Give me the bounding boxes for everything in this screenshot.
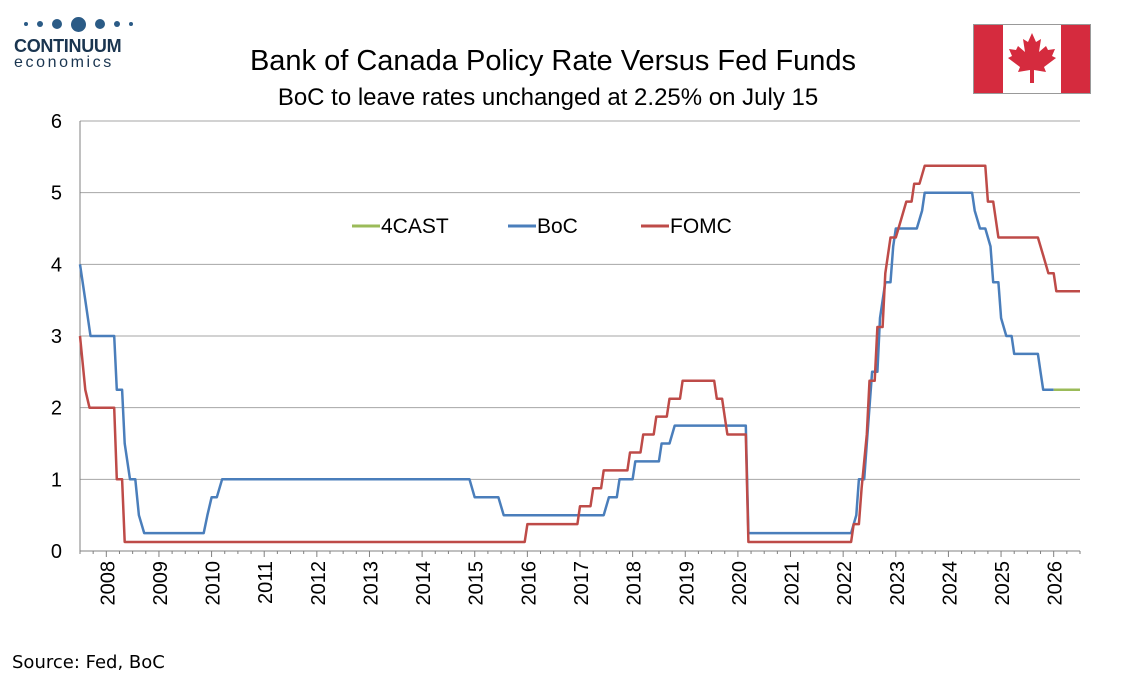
continuum-logo: CONTINUUM economics (14, 14, 134, 72)
x-tick-label: 2015 (466, 561, 488, 606)
x-tick-label: 2021 (782, 561, 804, 606)
series-line-boc (78, 191, 1054, 535)
logo-name: CONTINUUM (14, 36, 122, 56)
y-tick-label: 3 (51, 326, 62, 348)
x-tick-label: 2017 (571, 561, 593, 606)
x-tick-label: 2009 (150, 561, 172, 606)
logo-dots-icon (24, 14, 134, 34)
logo-sub: economics (14, 54, 114, 71)
canada-flag-icon (973, 24, 1091, 94)
legend-label: FOMC (670, 215, 732, 238)
chart-title: Bank of Canada Policy Rate Versus Fed Fu… (249, 45, 857, 77)
legend-item-fomc: FOMC (641, 215, 732, 238)
x-tick-label: 2022 (834, 561, 856, 606)
x-tick-label: 2012 (308, 561, 330, 606)
x-tick-label: 2011 (255, 561, 277, 604)
x-tick-label: 2013 (360, 561, 382, 606)
y-tick-label: 6 (51, 111, 62, 133)
y-tick-label: 5 (51, 183, 62, 205)
x-tick-label: 2008 (97, 561, 119, 606)
x-tick-label: 2023 (887, 561, 909, 606)
x-tick-label: 2019 (676, 561, 698, 606)
x-tick-label: 2016 (518, 561, 540, 606)
x-tick-label: 2020 (729, 561, 751, 606)
y-tick-label: 4 (51, 254, 62, 276)
x-tick-label: 2014 (413, 561, 435, 606)
x-tick-label: 2024 (939, 561, 961, 606)
legend-item-4cast: 4CAST (352, 215, 449, 238)
x-tick-label: 2026 (1045, 561, 1067, 606)
source-note: Source: Fed, BoC (12, 652, 165, 673)
legend-item-boc: BoC (508, 215, 578, 238)
legend-label: 4CAST (381, 215, 449, 238)
x-tick-label: 2025 (992, 561, 1014, 606)
chart-subtitle: BoC to leave rates unchanged at 2.25% on… (277, 84, 819, 111)
x-tick-label: 2018 (624, 561, 646, 606)
y-tick-label: 1 (51, 469, 62, 491)
x-tick-label: 2010 (203, 561, 225, 606)
y-tick-label: 2 (51, 398, 62, 420)
legend-label: BoC (537, 215, 578, 238)
y-tick-label: 0 (51, 541, 62, 563)
series-line-fomc (78, 164, 1080, 544)
